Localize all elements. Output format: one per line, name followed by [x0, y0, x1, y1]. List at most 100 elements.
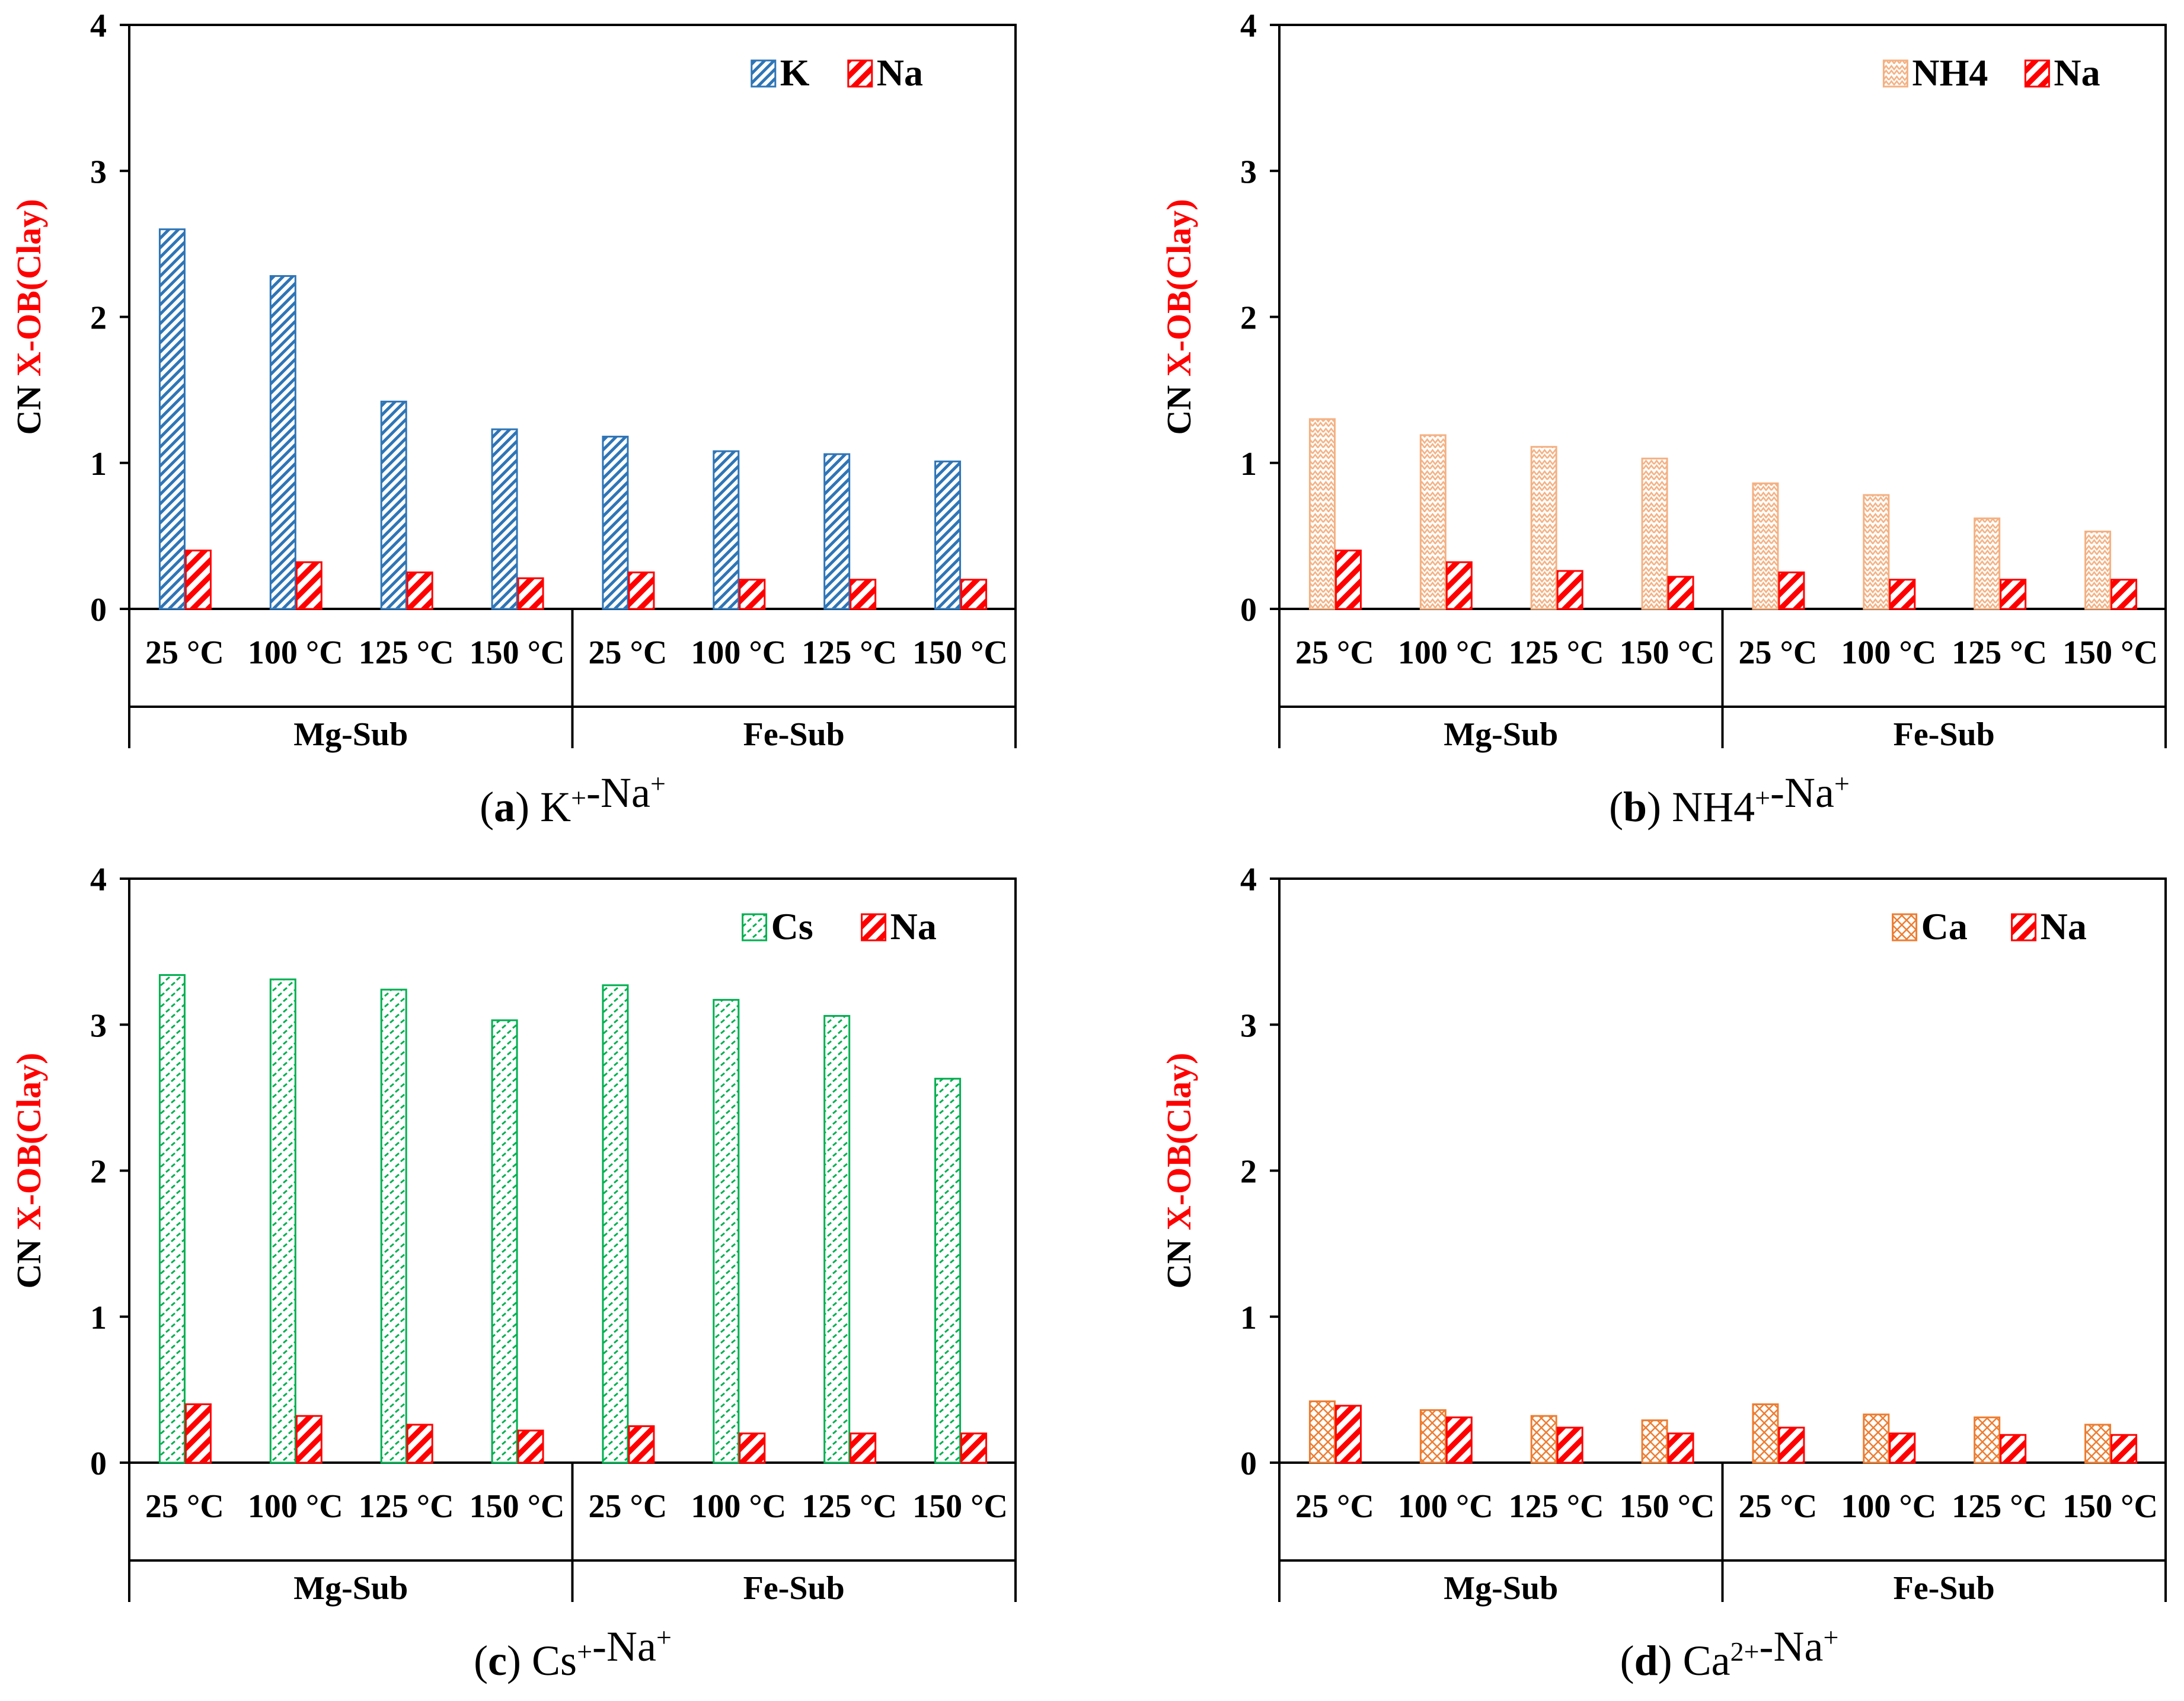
bar-na-4 [1667, 1432, 1694, 1464]
y-axis-label-cn: CN [1160, 1230, 1198, 1288]
bar-cs-5 [602, 984, 629, 1464]
bar-k-6 [713, 450, 740, 610]
x-tick-label: 150 °C [912, 634, 1008, 671]
bar-na-5 [628, 1425, 655, 1464]
chart-panel-a: 0 1 2 3 4 CN X-OB(Clay) 25 °C 100 °C 125 °C 150 °… [9, 8, 1017, 831]
x-tick-label: 150 °C [1620, 1488, 1715, 1525]
chart-panel-c: 0 1 2 3 4 CN X-OB(Clay) 25 °C 100 °C 125 °C 150 °… [9, 861, 1017, 1684]
x-tick-label: 100 °C [1841, 634, 1936, 671]
y-tick-label: 3 [1240, 1007, 1257, 1044]
bar-na-1 [184, 550, 212, 610]
x-tick-label: 150 °C [2062, 1488, 2158, 1525]
x-tick-label: 125 °C [1509, 634, 1604, 671]
bar-na-1 [1334, 1405, 1362, 1464]
bar-nh4-7 [1974, 517, 2001, 610]
bar-na-8 [960, 579, 988, 610]
bar-na-6 [1889, 579, 1916, 610]
x-tick-label: 125 °C [1952, 634, 2047, 671]
bar-na-3 [1556, 570, 1583, 610]
x-tick-label: 25 °C [1295, 634, 1374, 671]
panel-caption-d: (d) Ca2+-Na+ [1620, 1622, 1839, 1684]
bar-cs-8 [934, 1077, 962, 1464]
bar-nh4-1 [1308, 418, 1336, 610]
x-tick-label: 100 °C [1841, 1488, 1936, 1525]
bar-na-1 [184, 1403, 212, 1464]
y-axis-label-main: X-OB(Clay) [9, 1053, 48, 1231]
legend-label-na: Na [890, 905, 937, 947]
x-tick-label: 100 °C [1398, 634, 1493, 671]
y-tick-label: 4 [90, 861, 107, 898]
bar-nh4-8 [2084, 530, 2112, 610]
bar-na-6 [1889, 1432, 1916, 1464]
y-tick-label: 3 [1240, 154, 1257, 190]
legend: NH4 Na [1882, 52, 2100, 94]
y-tick-label: 3 [90, 1007, 107, 1044]
y-tick-label: 4 [90, 8, 107, 44]
legend-swatch-cs [742, 913, 768, 942]
legend: K Na [751, 52, 923, 94]
y-tick-label: 0 [1240, 1445, 1257, 1482]
y-tick-label: 0 [90, 592, 107, 628]
y-tick-label: 2 [1240, 1154, 1257, 1191]
legend-label-cs: Cs [771, 905, 813, 947]
x-tick-label: 25 °C [145, 1488, 224, 1525]
bar-na-4 [1667, 576, 1694, 610]
bar-na-4 [517, 1429, 544, 1464]
bar-na-5 [1778, 571, 1805, 610]
legend-swatch-na [847, 59, 873, 88]
legend: Ca Na [1892, 905, 2087, 947]
x-tick-label: 25 °C [589, 1488, 668, 1525]
x-tick-label: 125 °C [802, 1488, 897, 1525]
panel-caption-a: (a) K+-Na+ [480, 768, 666, 831]
y-axis-label-main: X-OB(Clay) [1160, 199, 1198, 377]
bar-cs-3 [380, 988, 407, 1464]
bar-ca-7 [1974, 1416, 2001, 1464]
bar-na-7 [2000, 1434, 2027, 1464]
x-tick-label: 25 °C [589, 634, 668, 671]
legend-swatch-ca [1892, 913, 1918, 942]
y-tick-label: 4 [1240, 8, 1257, 44]
bar-na-6 [739, 1432, 766, 1464]
x-tick-label: 125 °C [802, 634, 897, 671]
x-tick-label: 150 °C [470, 634, 565, 671]
bar-na-8 [2110, 579, 2138, 610]
x-tick-label: 125 °C [359, 634, 454, 671]
bar-cs-7 [823, 1014, 851, 1464]
panel-caption-c: (c) Cs+-Na+ [474, 1622, 672, 1684]
legend-label-na: Na [2054, 52, 2100, 94]
bar-k-7 [823, 453, 851, 610]
bar-na-8 [2110, 1434, 2138, 1464]
y-tick-label: 4 [1240, 861, 1257, 898]
bar-na-2 [295, 1415, 323, 1464]
y-axis-label: CN X-OB(Clay) [9, 1053, 48, 1289]
legend-label-na: Na [2041, 905, 2087, 947]
x-tick-label: 25 °C [145, 634, 224, 671]
bar-ca-5 [1752, 1403, 1779, 1464]
bar-k-2 [269, 275, 296, 610]
bar-nh4-2 [1419, 434, 1447, 610]
chart-panel-b: 0 1 2 3 4 CN X-OB(Clay) 25 °C 100 °C 125 °C 150 °… [1160, 8, 2167, 831]
bar-na-3 [1556, 1426, 1583, 1464]
bar-na-3 [406, 571, 433, 610]
bar-k-5 [602, 435, 629, 610]
y-tick-label: 2 [1240, 300, 1257, 337]
bar-na-2 [1445, 1416, 1473, 1464]
y-axis-label: CN X-OB(Clay) [1160, 199, 1198, 435]
group-label-mg-sub: Mg-Sub [293, 1570, 408, 1607]
panel-caption-b: (b) NH4+-Na+ [1609, 768, 1850, 831]
bar-na-6 [739, 579, 766, 610]
group-label-fe-sub: Fe-Sub [1894, 1570, 1995, 1607]
bar-na-3 [406, 1424, 433, 1464]
group-label-mg-sub: Mg-Sub [1444, 716, 1558, 753]
plot-frame [128, 24, 1017, 610]
x-tick-label: 150 °C [1620, 634, 1715, 671]
bar-nh4-6 [1863, 494, 1890, 610]
y-axis-label-cn: CN [1160, 376, 1198, 435]
bar-na-5 [1778, 1426, 1805, 1464]
x-tick-label: 100 °C [1398, 1488, 1493, 1525]
y-axis-label-main: X-OB(Clay) [9, 199, 48, 377]
x-tick-label: 150 °C [912, 1488, 1008, 1525]
bar-na-2 [295, 561, 323, 610]
bar-k-4 [491, 428, 518, 610]
